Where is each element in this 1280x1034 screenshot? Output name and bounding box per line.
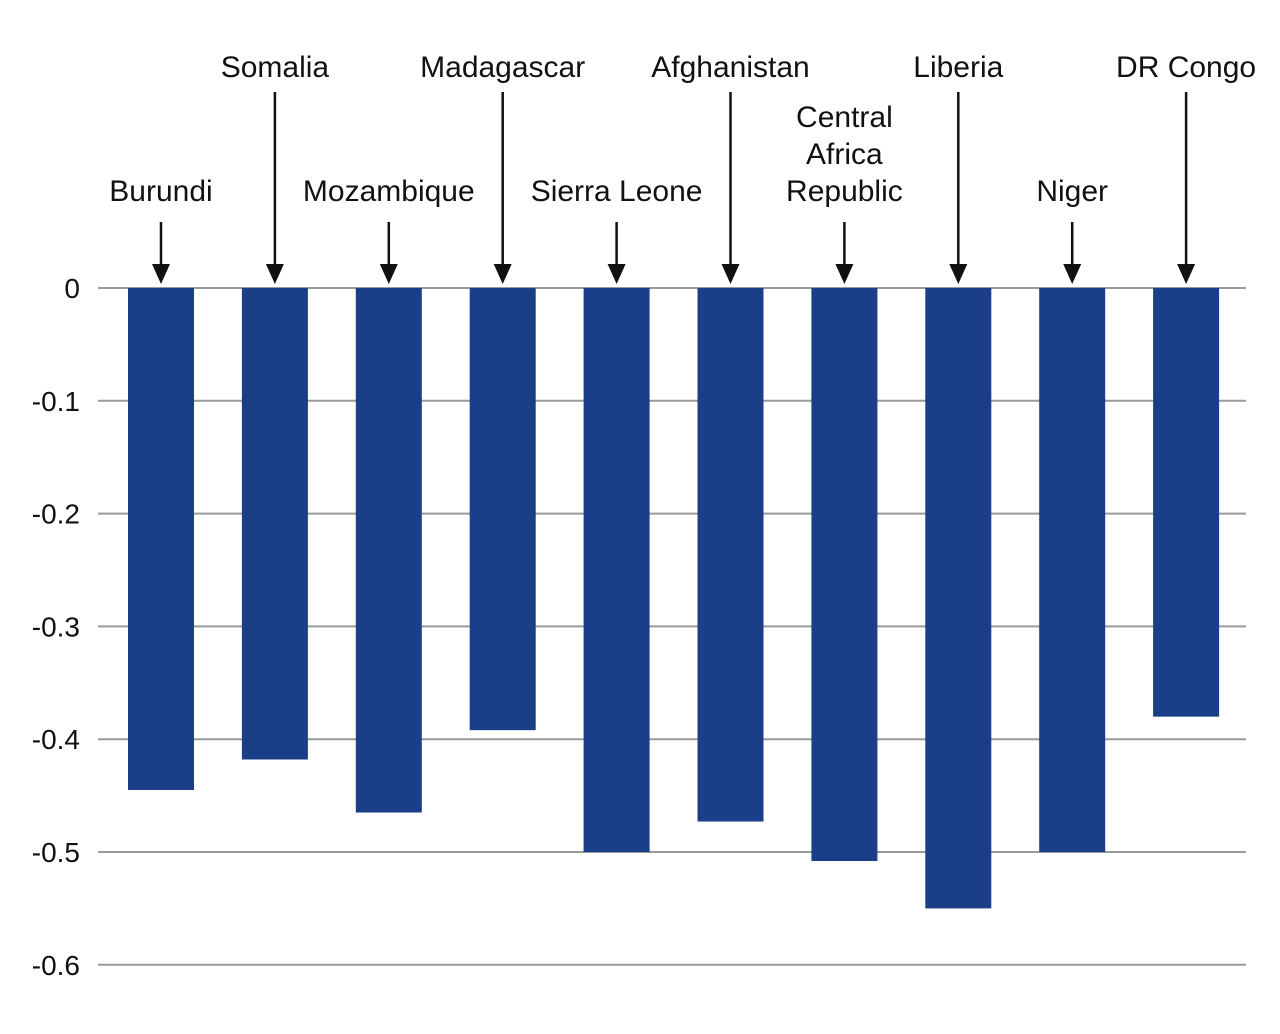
- arrow-head-icon: [379, 264, 398, 284]
- category-label: Central: [796, 101, 893, 134]
- category-label: Madagascar: [420, 51, 585, 84]
- bar: [355, 288, 422, 813]
- bar: [1153, 288, 1220, 717]
- category-labels: Burundi Somalia Mozambique Madagascar Sierra…: [109, 51, 1256, 284]
- category-label: Republic: [786, 175, 903, 208]
- bar: [925, 288, 992, 909]
- bar: [469, 288, 536, 731]
- arrow-head-icon: [1063, 264, 1082, 284]
- y-tick-label: -0.6: [32, 950, 80, 981]
- y-tick-label: -0.5: [32, 837, 80, 868]
- arrow-head-icon: [721, 264, 740, 284]
- arrow-head-icon: [607, 264, 626, 284]
- bar: [128, 288, 194, 790]
- y-tick-label: -0.2: [32, 499, 80, 530]
- arrow-head-icon: [265, 264, 284, 284]
- arrow-head-icon: [949, 264, 968, 284]
- arrow-head-icon: [1177, 264, 1196, 284]
- bars: [128, 288, 1220, 909]
- y-axis-tick-labels: 0 -0.1 -0.2 -0.3 -0.4 -0.5 -0.6: [32, 273, 80, 981]
- bar: [583, 288, 650, 852]
- arrow-head-icon: [835, 264, 854, 284]
- category-label: Liberia: [913, 51, 1003, 84]
- bar: [241, 288, 308, 760]
- category-label: Afghanistan: [651, 51, 809, 84]
- y-tick-label: -0.3: [32, 611, 80, 642]
- category-label: Burundi: [109, 175, 212, 208]
- category-label: DR Congo: [1116, 51, 1256, 84]
- category-label: Mozambique: [303, 175, 475, 208]
- bar: [1039, 288, 1106, 852]
- bar: [811, 288, 878, 862]
- y-tick-label: 0: [64, 273, 80, 304]
- arrow-head-icon: [152, 264, 170, 284]
- bar: [697, 288, 764, 822]
- y-tick-label: -0.1: [32, 386, 80, 417]
- arrow-head-icon: [493, 264, 512, 284]
- y-tick-label: -0.4: [32, 724, 80, 755]
- category-label: Sierra Leone: [531, 175, 703, 208]
- category-label: Somalia: [221, 51, 330, 84]
- category-label: Africa: [806, 138, 883, 171]
- category-label: Niger: [1036, 175, 1108, 208]
